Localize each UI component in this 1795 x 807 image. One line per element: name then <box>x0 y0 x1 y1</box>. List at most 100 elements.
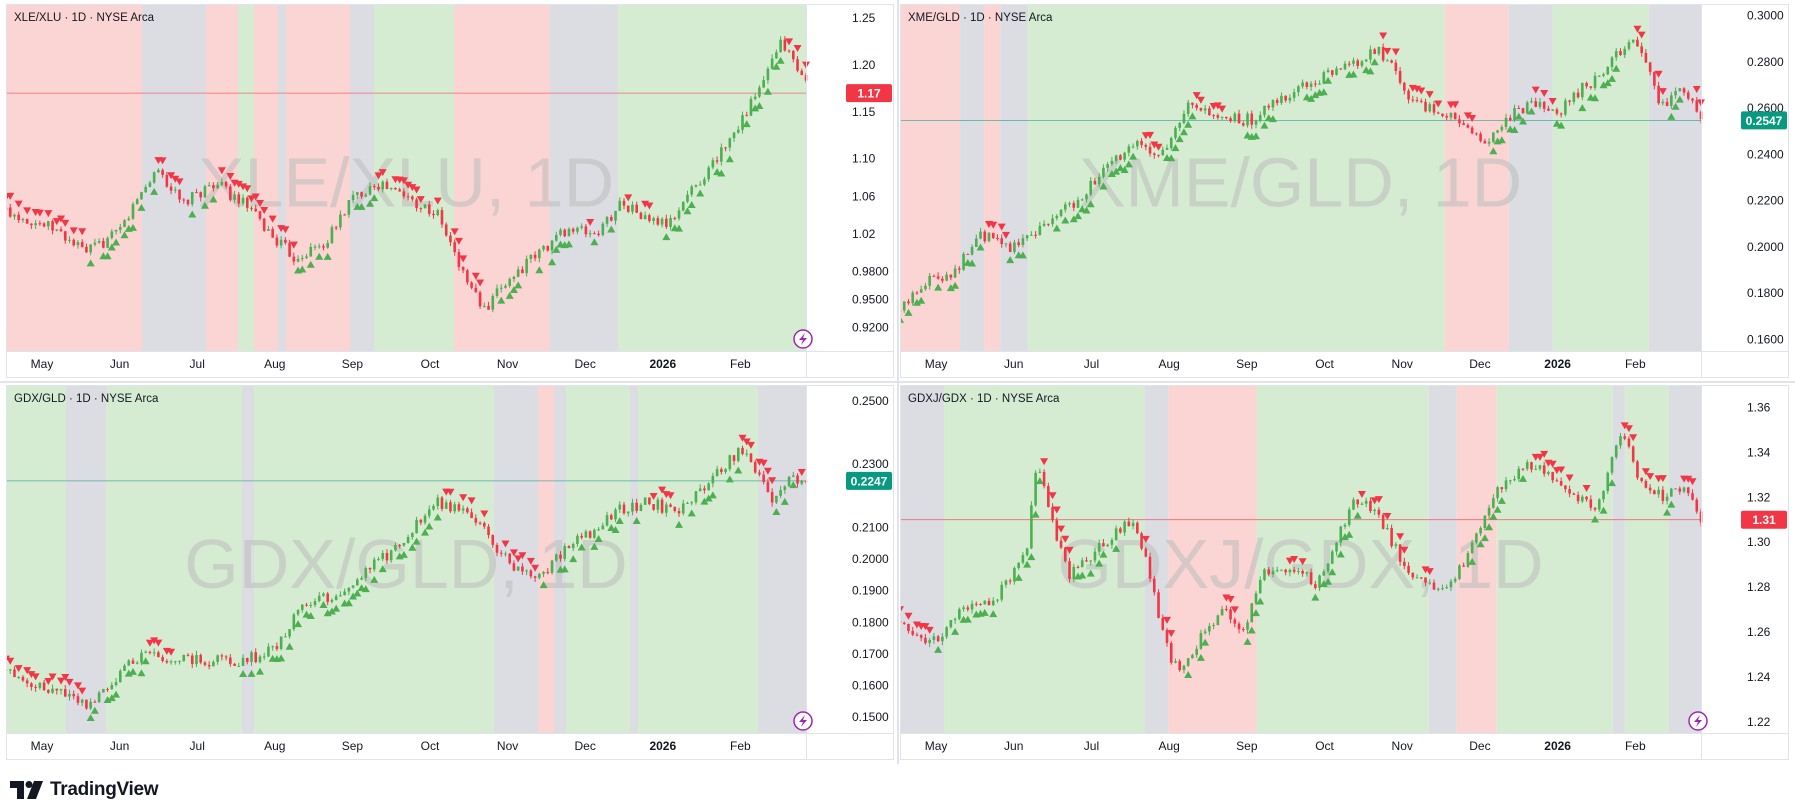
down-triangle-marker <box>78 228 87 236</box>
candle-body <box>1623 436 1627 439</box>
candle-body <box>233 663 236 667</box>
candle-body <box>1237 113 1241 124</box>
down-triangle-marker <box>23 207 32 215</box>
candle-body <box>928 275 931 286</box>
candle-body <box>1314 83 1317 85</box>
up-triangle-marker <box>1188 112 1197 120</box>
last-price-label: 0.2247 <box>851 474 888 488</box>
up-triangle-marker <box>1311 91 1320 99</box>
down-triangle-marker <box>1040 458 1049 466</box>
candle-body <box>703 179 706 185</box>
candle-body <box>8 669 12 671</box>
candle-body <box>1695 499 1699 512</box>
candle-body <box>1648 62 1652 72</box>
down-triangle-marker <box>61 674 70 682</box>
candle-body <box>800 70 804 76</box>
candle-body <box>1097 543 1101 552</box>
candle-body <box>305 256 308 258</box>
candle-body <box>736 447 740 461</box>
down-triangle-marker <box>1383 47 1392 55</box>
candle-body <box>758 472 761 475</box>
xme-gld-chart[interactable]: XME/GLD, 1D0.30000.28000.26000.24000.220… <box>900 4 1789 378</box>
up-triangle-marker <box>103 252 112 260</box>
candle-body <box>300 257 304 259</box>
gdx-gld-chart[interactable]: GDX/GLD, 1D 0.2500 0.2300 0.2100 0.2000 0.190… <box>6 385 894 760</box>
candle-body <box>1191 654 1194 659</box>
candle-body <box>521 566 524 572</box>
x-tick-label: Jul <box>1084 739 1099 753</box>
candle-body <box>635 204 638 213</box>
candle-body <box>427 204 431 214</box>
candle-body <box>1453 112 1457 120</box>
candle-body <box>1627 42 1631 49</box>
up-triangle-marker <box>1519 117 1527 125</box>
candle-body <box>1186 102 1190 114</box>
x-tick-label: 2026 <box>649 357 676 371</box>
candle-body <box>1263 105 1266 116</box>
down-triangle-marker <box>797 468 806 476</box>
candle-body <box>749 98 753 116</box>
candle-body <box>1373 509 1376 512</box>
zone-bear <box>900 4 961 351</box>
lightning-icon <box>1688 711 1708 731</box>
down-triangle-marker <box>78 687 87 695</box>
candle-body <box>1322 571 1326 576</box>
candle-body <box>1271 570 1275 575</box>
chart-panel-gdxj-gdx[interactable]: GDXJ/GDX, 1D 1.36 1.34 1.32 1.30 1.28 1.26 1.24… <box>900 385 1789 760</box>
up-triangle-marker <box>370 194 379 202</box>
candle-body <box>932 275 936 277</box>
candle-body <box>673 506 677 511</box>
candle-body <box>1559 481 1563 486</box>
up-triangle-marker <box>934 283 943 291</box>
candle-body <box>1470 127 1474 134</box>
chart-panel-gdx-gld[interactable]: GDX/GLD, 1D 0.2500 0.2300 0.2100 0.2000 0.190… <box>6 385 894 760</box>
up-triangle-marker <box>412 537 421 545</box>
candle-body <box>1492 132 1495 142</box>
candle-body <box>59 689 63 691</box>
candle-body <box>643 497 647 505</box>
down-triangle-marker <box>738 434 747 442</box>
up-triangle-marker <box>255 667 264 675</box>
candle-body <box>25 218 29 224</box>
candle-body <box>190 192 194 205</box>
candle-body <box>1538 465 1542 469</box>
candle-body <box>21 218 25 221</box>
down-triangle-marker <box>641 200 650 208</box>
candle-body <box>1551 472 1554 481</box>
candle-body <box>30 683 33 687</box>
chart-panel-xle-xlu[interactable]: XLE/XLU, 1D 1.25 1.20 1.15 1.10 1.06 1.02 0.980… <box>6 4 894 378</box>
candle-body <box>161 657 164 661</box>
candle-body <box>224 656 228 658</box>
candle-body <box>1508 117 1512 121</box>
candle-body <box>991 232 995 238</box>
candle-body <box>34 686 37 688</box>
candle-body <box>1309 83 1313 87</box>
y-tick-label: 0.9800 <box>852 264 889 278</box>
candle-body <box>1021 555 1025 563</box>
candle-body <box>275 237 279 246</box>
candle-body <box>461 266 465 271</box>
candle-body <box>144 651 147 653</box>
candle-body <box>707 483 710 491</box>
candle-body <box>394 545 397 551</box>
chart-panel-xme-gld[interactable]: XME/GLD, 1D 0.3000 0.2800 0.2600 0.2400 0.220… <box>900 4 1789 378</box>
candle-body <box>499 552 503 554</box>
gdxj-gdx-chart[interactable]: GDXJ/GDX, 1D 1.36 1.34 1.32 1.30 1.28 1.26 1.24… <box>900 385 1789 760</box>
candles-group <box>900 25 1705 323</box>
candle-body <box>1695 100 1699 112</box>
down-triangle-marker <box>1684 475 1693 483</box>
xle-xlu-chart[interactable]: XLE/XLU, 1D1.251.201.151.101.061.020.980… <box>6 4 894 378</box>
candle-body <box>322 246 325 248</box>
candle-body <box>508 553 512 564</box>
candle-body <box>59 229 63 232</box>
up-triangle-marker <box>662 233 671 241</box>
candle-body <box>317 246 321 248</box>
candle-body <box>1047 223 1050 225</box>
candle-body <box>949 620 953 628</box>
candle-body <box>1085 560 1088 562</box>
footer[interactable]: TradingView <box>10 778 159 802</box>
candle-body <box>279 239 283 246</box>
candle-body <box>148 182 152 187</box>
candle-body <box>339 214 342 228</box>
x-tick-label: Sep <box>342 357 364 371</box>
